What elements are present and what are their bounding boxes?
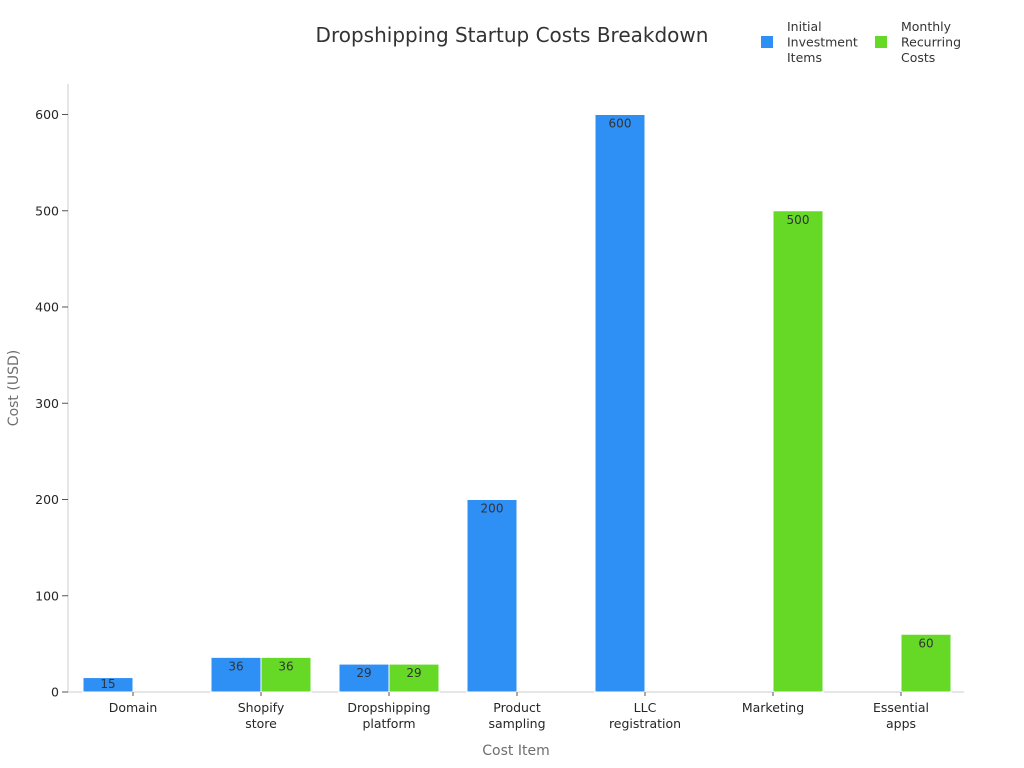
bar — [772, 210, 824, 693]
y-tick-label: 200 — [35, 492, 59, 507]
x-tick-label: sampling — [488, 716, 545, 731]
y-axis-ticks: 0 100 200 300 400 500 600 — [35, 107, 68, 700]
legend-label: Recurring — [901, 35, 961, 50]
x-tick-label: LLC — [634, 700, 657, 715]
bar — [210, 656, 262, 693]
bar — [900, 633, 952, 693]
x-tick-label: Product — [493, 700, 541, 715]
y-tick-label: 600 — [35, 107, 59, 122]
bar-value-label: 29 — [406, 666, 421, 680]
bar-value-label: 36 — [228, 659, 243, 673]
legend-swatch — [875, 36, 887, 48]
y-tick-label: 500 — [35, 203, 59, 218]
x-tick-label: Shopify — [238, 700, 285, 715]
bar-value-label: 60 — [918, 636, 933, 650]
x-tick-label: Essential — [873, 700, 929, 715]
bar-value-label: 200 — [481, 502, 504, 516]
legend-label: Monthly — [901, 19, 952, 34]
chart-title: Dropshipping Startup Costs Breakdown — [316, 23, 709, 47]
bar — [82, 677, 134, 693]
legend-swatch — [761, 36, 773, 48]
y-tick-label: 100 — [35, 588, 59, 603]
legend-label: Initial — [787, 19, 822, 34]
y-tick-label: 300 — [35, 396, 59, 411]
legend-label: Items — [787, 50, 822, 65]
y-axis-title: Cost (USD) — [6, 350, 22, 426]
y-tick-label: 0 — [51, 685, 59, 700]
x-tick-label: Dropshipping — [347, 700, 430, 715]
legend-label: Investment — [787, 35, 858, 50]
bar-value-label: 600 — [609, 117, 632, 131]
bar — [260, 656, 312, 693]
bar-value-label: 36 — [278, 659, 293, 673]
x-tick-label: registration — [609, 716, 681, 731]
bar — [338, 663, 390, 693]
x-tick-label: platform — [362, 716, 415, 731]
bar-value-label: 29 — [356, 666, 371, 680]
x-axis-title: Cost Item — [482, 743, 549, 759]
bar — [594, 114, 646, 693]
bars — [82, 114, 952, 693]
x-tick-label: Domain — [109, 700, 158, 715]
x-tick-label: Marketing — [742, 700, 804, 715]
data-labels: 15 36 36 29 29 200 600 500 60 — [100, 117, 933, 691]
bar-value-label: 15 — [100, 677, 115, 691]
bar-value-label: 500 — [787, 213, 810, 227]
x-tick-label: store — [245, 716, 277, 731]
bar — [466, 499, 518, 693]
y-tick-label: 400 — [35, 300, 59, 315]
bar — [388, 663, 440, 693]
x-tick-label: apps — [886, 716, 916, 731]
legend-label: Costs — [901, 50, 935, 65]
